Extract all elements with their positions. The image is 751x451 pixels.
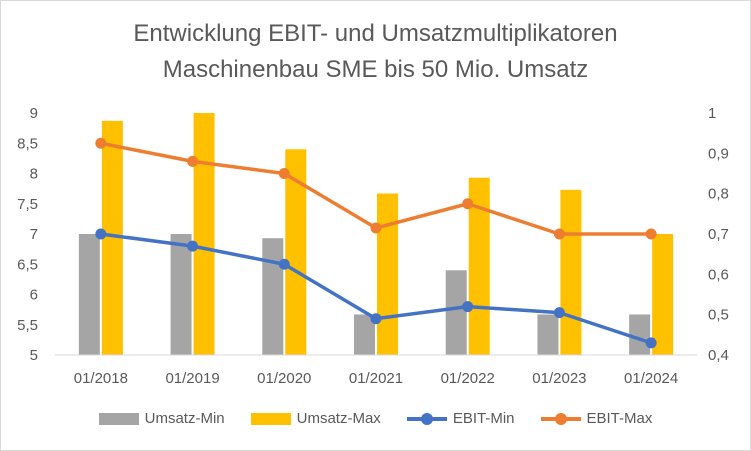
x-tick-label: 01/2022 xyxy=(441,370,495,387)
y-left-tick-label: 8 xyxy=(30,166,38,183)
bar-ebit-max xyxy=(285,149,307,355)
legend-swatch-umsatz-max xyxy=(250,412,291,425)
bar-ebit-max xyxy=(652,234,674,355)
y-right-tick-label: 1 xyxy=(708,105,716,122)
point-umsatz-min xyxy=(95,228,107,240)
x-tick-label: 01/2018 xyxy=(74,370,128,387)
y-right-tick-label: 0,9 xyxy=(708,145,729,162)
point-umsatz-min xyxy=(278,258,290,270)
y-right-tick-label: 0,7 xyxy=(708,226,729,243)
legend-label-umsatz-max: Umsatz-Max xyxy=(296,410,381,427)
bar-ebit-min xyxy=(262,238,284,355)
point-umsatz-max xyxy=(370,222,382,234)
y-left-tick-label: 9 xyxy=(30,105,38,122)
y-left-tick-label: 6 xyxy=(30,287,38,304)
bar-ebit-max xyxy=(101,120,123,356)
y-right-tick-label: 0,6 xyxy=(708,266,729,283)
legend-label-umsatz-min: Umsatz-Min xyxy=(144,410,225,427)
point-umsatz-min xyxy=(462,301,474,313)
point-umsatz-max xyxy=(645,228,657,240)
bar-ebit-min xyxy=(537,314,559,355)
chart-title-line-1: Entwicklung EBIT- und Umsatzmultiplikato… xyxy=(133,20,618,47)
point-umsatz-min xyxy=(645,337,657,349)
chart-title-line-2: Maschinenbau SME bis 50 Mio. Umsatz xyxy=(162,56,589,83)
x-tick-label: 01/2021 xyxy=(349,370,403,387)
y-left-tick-label: 5,5 xyxy=(17,317,38,334)
point-umsatz-max xyxy=(553,228,565,240)
x-tick-label: 01/2023 xyxy=(532,370,586,387)
bar-ebit-max xyxy=(193,113,215,355)
bar-ebit-min xyxy=(170,234,192,355)
y-left-tick-label: 7 xyxy=(30,226,38,243)
legend-label-ebit-max: EBIT-Max xyxy=(586,410,653,427)
point-umsatz-min xyxy=(370,313,382,325)
legend-item-ebit-min: EBIT-Min xyxy=(406,410,515,427)
y-left-tick-label: 5 xyxy=(30,347,38,364)
bar-ebit-min xyxy=(629,314,651,355)
y-left-tick-label: 8,5 xyxy=(17,135,38,152)
legend-item-ebit-max: EBIT-Max xyxy=(540,410,653,427)
legend-swatch-ebit-min xyxy=(406,412,447,425)
y-left-tick-label: 7,5 xyxy=(17,196,38,213)
x-tick-label: 01/2019 xyxy=(165,370,219,387)
y-right-tick-label: 0,5 xyxy=(708,307,729,324)
bar-ebit-max xyxy=(560,189,582,355)
y-left-tick-label: 6,5 xyxy=(17,256,38,273)
point-umsatz-max xyxy=(95,137,107,149)
legend-item-umsatz-max: Umsatz-Max xyxy=(250,410,381,427)
point-umsatz-max xyxy=(462,198,474,210)
legend-swatch-ebit-max xyxy=(540,412,581,425)
bar-ebit-min xyxy=(78,234,100,355)
bar-ebit-max xyxy=(468,177,490,355)
bar-ebit-max xyxy=(377,193,398,355)
legend-item-umsatz-min: Umsatz-Min xyxy=(98,410,225,427)
legend-label-ebit-min: EBIT-Min xyxy=(452,410,515,427)
point-umsatz-max xyxy=(187,155,199,167)
x-tick-label: 01/2024 xyxy=(624,370,678,387)
x-tick-label: 01/2020 xyxy=(257,370,311,387)
point-umsatz-max xyxy=(278,168,290,179)
y-right-tick-label: 0,4 xyxy=(708,347,729,364)
point-umsatz-min xyxy=(553,307,565,319)
legend-swatch-umsatz-min xyxy=(98,412,139,425)
bar-ebit-min xyxy=(354,314,375,355)
point-umsatz-min xyxy=(187,240,199,252)
legend: Umsatz-Min Umsatz-Max EBIT-Min EBIT-Max xyxy=(0,410,751,427)
bar-ebit-min xyxy=(445,270,467,355)
y-right-tick-label: 0,8 xyxy=(708,186,729,203)
